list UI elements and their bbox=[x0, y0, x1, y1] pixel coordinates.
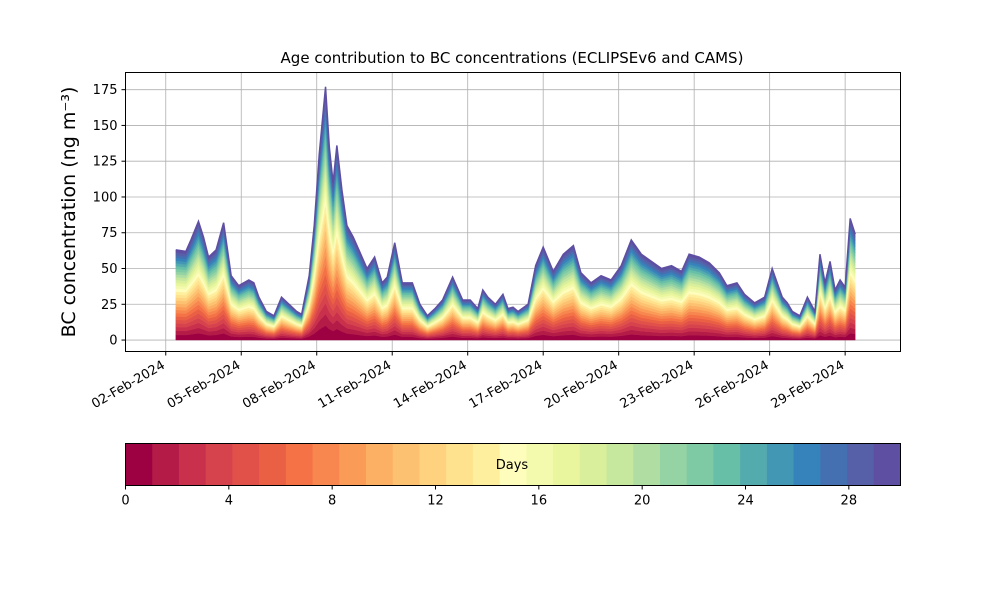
colorbar-tick-label: 16 bbox=[531, 494, 548, 509]
x-tick-label: 11-Feb-2024 bbox=[316, 358, 395, 412]
colorbar-segment bbox=[339, 443, 367, 486]
colorbar-segment bbox=[232, 443, 260, 486]
colorbar-tick-label: 4 bbox=[225, 494, 233, 509]
age-bin-area-22 bbox=[175, 132, 856, 322]
colorbar-segment bbox=[446, 443, 474, 486]
age-bin-area-27 bbox=[175, 94, 856, 318]
colorbar-segment bbox=[659, 443, 688, 486]
colorbar-segment bbox=[366, 443, 394, 486]
y-tick-label: 175 bbox=[93, 83, 118, 98]
colorbar-segment bbox=[820, 443, 848, 486]
y-tick-label: 150 bbox=[93, 119, 118, 134]
colorbar-segment bbox=[419, 443, 447, 486]
colorbar-segment bbox=[259, 443, 287, 486]
plot-frame bbox=[125, 72, 901, 352]
age-bin-area-28 bbox=[175, 86, 856, 317]
age-bin-area-25 bbox=[175, 109, 856, 319]
colorbar-segment bbox=[606, 443, 634, 486]
colorbar-segment bbox=[472, 443, 501, 486]
y-tick-label: 25 bbox=[101, 298, 118, 313]
colorbar-tick-label: 12 bbox=[427, 494, 444, 509]
age-bin-area-23 bbox=[175, 124, 856, 321]
colorbar-ticks: 0 4 8 12 16 20 24 28 bbox=[121, 485, 858, 509]
stacked-area-series bbox=[175, 86, 856, 341]
colorbar-segment bbox=[633, 443, 661, 486]
colorbar-label: Days bbox=[496, 458, 529, 473]
colorbar-segment bbox=[740, 443, 768, 486]
y-tick-label: 50 bbox=[101, 262, 118, 277]
x-axis-ticks: 02-Feb-202405-Feb-202408-Feb-202411-Feb-… bbox=[89, 351, 848, 412]
colorbar-frame bbox=[125, 443, 901, 486]
colorbar-segment bbox=[205, 443, 233, 486]
colorbar bbox=[125, 443, 901, 486]
age-bin-area-24 bbox=[175, 116, 856, 320]
x-tick-label: 14-Feb-2024 bbox=[391, 358, 470, 412]
age-bin-area-18 bbox=[175, 163, 856, 325]
colorbar-tick-label: 0 bbox=[121, 494, 129, 509]
colorbar-tick-label: 20 bbox=[634, 494, 651, 509]
x-tick-label: 23-Feb-2024 bbox=[618, 358, 697, 412]
chart-title: Age contribution to BC concentrations (E… bbox=[281, 49, 744, 67]
y-tick-label: 0 bbox=[109, 334, 117, 349]
x-tick-label: 20-Feb-2024 bbox=[542, 358, 621, 412]
x-tick-label: 26-Feb-2024 bbox=[693, 358, 772, 412]
y-axis-label: BC concentration (ng m⁻³) bbox=[58, 87, 80, 338]
colorbar-segment bbox=[526, 443, 554, 486]
colorbar-segment bbox=[873, 443, 901, 486]
age-bin-area-19 bbox=[175, 155, 856, 324]
x-tick-label: 05-Feb-2024 bbox=[165, 358, 244, 412]
x-tick-label: 17-Feb-2024 bbox=[467, 358, 546, 412]
colorbar-segment bbox=[499, 443, 527, 486]
colorbar-segment bbox=[847, 443, 875, 486]
colorbar-segment bbox=[713, 443, 741, 486]
colorbar-tick-label: 28 bbox=[841, 494, 858, 509]
x-tick-label: 29-Feb-2024 bbox=[769, 358, 848, 412]
colorbar-tick-label: 8 bbox=[328, 494, 336, 509]
colorbar-segment bbox=[312, 443, 340, 486]
colorbar-segment bbox=[178, 443, 207, 486]
y-tick-label: 75 bbox=[101, 226, 118, 241]
colorbar-segment bbox=[152, 443, 180, 486]
colorbar-segment bbox=[125, 443, 153, 486]
y-tick-label: 125 bbox=[93, 155, 118, 170]
x-tick-label: 02-Feb-2024 bbox=[89, 358, 168, 412]
age-bin-area-20 bbox=[175, 147, 856, 323]
colorbar-segment bbox=[553, 443, 581, 486]
y-axis-ticks: 0 25 50 75 100 125 150 175 bbox=[93, 83, 126, 349]
colorbar-segment bbox=[392, 443, 420, 486]
total-envelope-line bbox=[175, 86, 856, 317]
x-tick-label: 08-Feb-2024 bbox=[240, 358, 319, 412]
age-bin-area-21 bbox=[175, 139, 856, 322]
colorbar-segment bbox=[793, 443, 821, 486]
colorbar-segment bbox=[766, 443, 795, 486]
y-tick-label: 100 bbox=[93, 190, 118, 205]
colorbar-segment bbox=[579, 443, 608, 486]
age-bin-area-26 bbox=[175, 101, 856, 319]
colorbar-tick-label: 24 bbox=[737, 494, 754, 509]
colorbar-segment bbox=[285, 443, 314, 486]
colorbar-segment bbox=[686, 443, 714, 486]
